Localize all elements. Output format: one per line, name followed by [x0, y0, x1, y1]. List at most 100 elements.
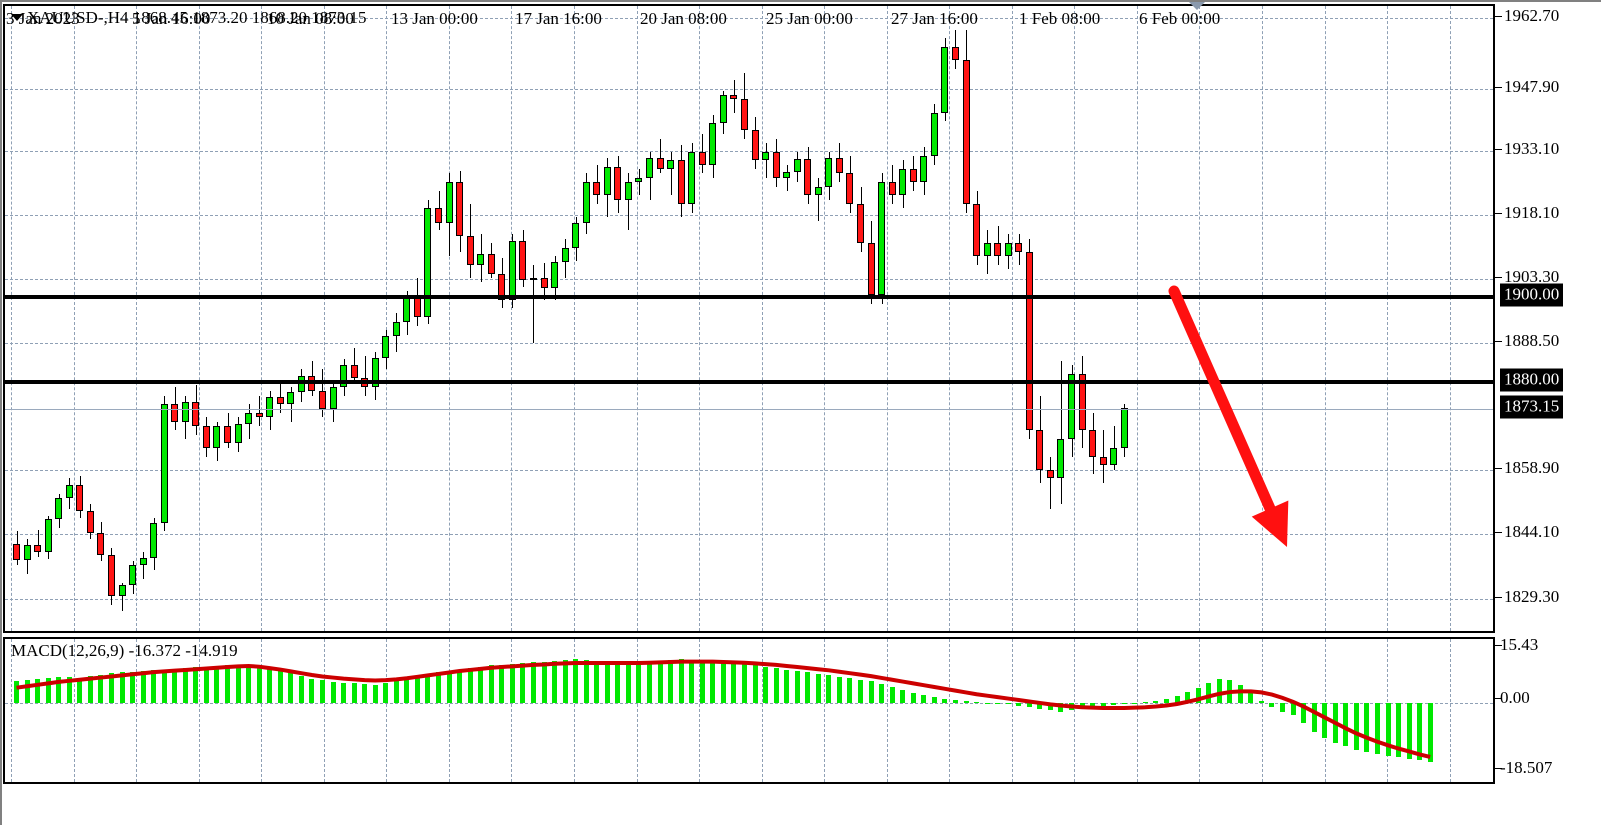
macd-histogram-bar — [35, 679, 41, 703]
price-gridline — [5, 534, 1493, 535]
candle-wick — [259, 395, 260, 427]
candle-wick — [628, 173, 629, 231]
macd-indicator-pane[interactable]: MACD(12,26,9) -16.372 -14.919 — [3, 637, 1495, 784]
macd-histogram-bar — [1332, 702, 1338, 743]
candle-bullish — [814, 186, 822, 196]
candle-bearish — [962, 60, 970, 204]
candle-bullish — [508, 240, 516, 300]
macd-histogram-bar — [446, 671, 452, 703]
candle-bullish — [930, 112, 938, 157]
price-tick-label: 1918.10 — [1504, 203, 1560, 222]
time-gridline — [1324, 6, 1326, 631]
time-tick-label: 20 Jan 08:00 — [640, 9, 727, 28]
candle-bearish — [498, 273, 506, 300]
time-gridline — [636, 6, 638, 631]
time-gridline — [699, 6, 701, 631]
price-label-badge: 1900.00 — [1500, 283, 1564, 307]
candle-bearish — [1089, 430, 1097, 457]
trend-arrow-annotation[interactable] — [5, 6, 1493, 631]
price-chart-pane[interactable]: XAUUSD-,H4 1868.45 1873.20 1868.20 1873.… — [3, 4, 1495, 633]
macd-histogram-bar — [172, 668, 178, 703]
macd-histogram-bar — [383, 683, 389, 703]
candle-bullish — [899, 169, 907, 196]
time-gridline — [323, 6, 325, 631]
macd-histogram-bar — [87, 676, 93, 703]
macd-histogram-bar — [815, 673, 821, 703]
time-gridline — [1074, 6, 1076, 631]
macd-histogram-bar — [836, 676, 842, 703]
macd-histogram-bar — [752, 665, 758, 703]
macd-histogram-bar — [678, 659, 684, 703]
macd-histogram-bar — [1037, 702, 1043, 709]
price-gridline — [5, 599, 1493, 600]
candle-bearish — [888, 182, 896, 196]
macd-histogram-bar — [193, 667, 199, 703]
macd-time-gridline — [261, 639, 263, 782]
macd-axis[interactable]: 15.43 0.00 -18.507 — [1495, 635, 1601, 784]
candle-wick — [365, 356, 366, 396]
macd-histogram-bar — [246, 665, 252, 703]
candle-bullish — [118, 585, 126, 596]
macd-histogram-bar — [161, 669, 167, 703]
macd-histogram-bar — [77, 677, 83, 703]
macd-histogram-bar — [741, 663, 747, 703]
macd-histogram-bar — [1069, 702, 1074, 711]
macd-time-gridline — [636, 639, 638, 782]
price-tick-mark — [1495, 16, 1502, 17]
candle-bearish — [519, 240, 527, 280]
macd-histogram-bar — [1185, 692, 1191, 703]
candle-bearish — [107, 555, 115, 596]
macd-histogram-bar — [773, 668, 779, 703]
candle-bullish — [1004, 243, 1012, 257]
candle-bearish — [276, 397, 284, 405]
candle-bullish — [382, 336, 390, 359]
macd-histogram-bar — [731, 663, 737, 703]
time-gridline — [261, 6, 263, 631]
candle-wick — [660, 138, 661, 174]
candle-wick — [787, 164, 788, 191]
macd-histogram-bar — [330, 681, 336, 703]
candle-bearish — [435, 208, 442, 224]
collapse-triangle-icon[interactable] — [11, 14, 23, 21]
macd-histogram-bar — [298, 676, 304, 703]
candle-bullish — [529, 278, 537, 280]
time-gridline — [1387, 6, 1389, 631]
macd-histogram-bar — [267, 668, 273, 703]
time-gridline — [136, 6, 138, 631]
candle-bearish — [540, 278, 548, 289]
time-axis[interactable]: 3 Jan 2023 5 Jan 16:00 10 Jan 08:00 13 Jan … — [0, 0, 1598, 41]
macd-histogram-bar — [530, 662, 536, 703]
macd-histogram-bar — [1142, 702, 1148, 704]
macd-histogram-bar — [1005, 702, 1011, 705]
macd-histogram-bar — [1195, 687, 1201, 703]
candle-bullish — [55, 497, 63, 520]
candle-wick — [1061, 360, 1062, 505]
candle-bullish — [582, 182, 590, 224]
macd-histogram-bar — [995, 702, 1001, 704]
macd-histogram-bar — [826, 675, 832, 703]
candle-bearish — [751, 129, 759, 161]
price-tick-mark — [1495, 87, 1502, 88]
support-resistance-line[interactable] — [5, 380, 1493, 384]
candle-wick — [1114, 426, 1115, 470]
macd-histogram-bar — [182, 668, 188, 703]
candle-bearish — [1046, 469, 1054, 479]
candle-bullish — [129, 565, 137, 586]
macd-histogram-bar — [562, 660, 568, 703]
macd-histogram-bar — [952, 700, 958, 703]
time-tick-label: 25 Jan 00:00 — [766, 9, 853, 28]
macd-histogram-bar — [1269, 702, 1275, 708]
macd-time-gridline — [11, 639, 12, 782]
candle-bullish — [1120, 408, 1128, 448]
candle-bullish — [603, 166, 611, 196]
macd-histogram-bar — [98, 674, 104, 703]
price-axis[interactable]: 1962.70 1947.90 1933.10 1918.10 1903.30 1900.… — [1495, 4, 1601, 633]
candle-bearish — [1099, 456, 1107, 466]
candle-wick — [143, 552, 144, 579]
time-gridline — [386, 6, 388, 631]
candle-bullish — [920, 156, 928, 183]
candle-bullish — [150, 522, 158, 559]
scroll-marker-icon[interactable] — [1188, 1, 1206, 10]
support-resistance-line[interactable] — [5, 295, 1493, 299]
